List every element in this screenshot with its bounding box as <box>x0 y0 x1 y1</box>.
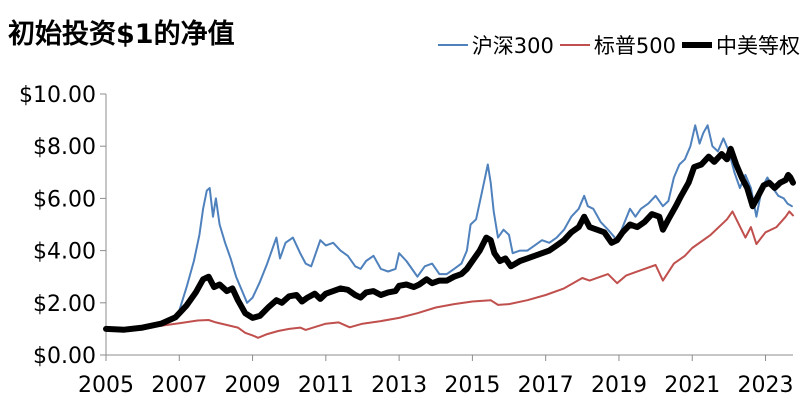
x-tick-label: 2015 <box>444 373 500 398</box>
legend-swatch-equal-weight <box>682 42 712 48</box>
series-line-2 <box>103 145 796 333</box>
series-line-0 <box>105 124 793 332</box>
x-tick-label: 2021 <box>664 373 720 398</box>
x-tick-label: 2013 <box>371 373 427 398</box>
x-tick-label: 2009 <box>225 373 281 398</box>
x-tick-label: 2023 <box>738 373 794 398</box>
legend-label-hs300: 沪深300 <box>471 34 554 58</box>
legend-item-equal-weight: 中美等权 <box>682 30 800 60</box>
y-tick-label: $4.00 <box>33 240 96 265</box>
chart-title: 初始投资$1的净值 <box>8 19 235 50</box>
y-tick-label: $8.00 <box>33 135 96 160</box>
x-tick-label: 2019 <box>591 373 647 398</box>
legend-item-hs300: 沪深300 <box>437 30 554 60</box>
legend-item-sp500: 标普500 <box>559 30 676 60</box>
x-tick-label: 2007 <box>151 373 207 398</box>
y-tick-label: $6.00 <box>33 187 96 212</box>
y-tick-label: $10.00 <box>19 83 96 108</box>
x-tick-label: 2005 <box>78 373 134 398</box>
legend-swatch-hs300 <box>437 44 468 46</box>
x-tick-label: 2011 <box>298 373 354 398</box>
y-tick-label: $0.00 <box>33 344 96 369</box>
series-line-1 <box>105 210 794 339</box>
legend-swatch-sp500 <box>559 44 590 46</box>
legend-label-equal-weight: 中美等权 <box>716 34 800 58</box>
x-tick-label: 2017 <box>518 373 574 398</box>
legend-label-sp500: 标普500 <box>593 34 676 58</box>
legend: 沪深300 标普500 中美等权 <box>437 30 800 60</box>
y-tick-label: $2.00 <box>33 292 96 317</box>
